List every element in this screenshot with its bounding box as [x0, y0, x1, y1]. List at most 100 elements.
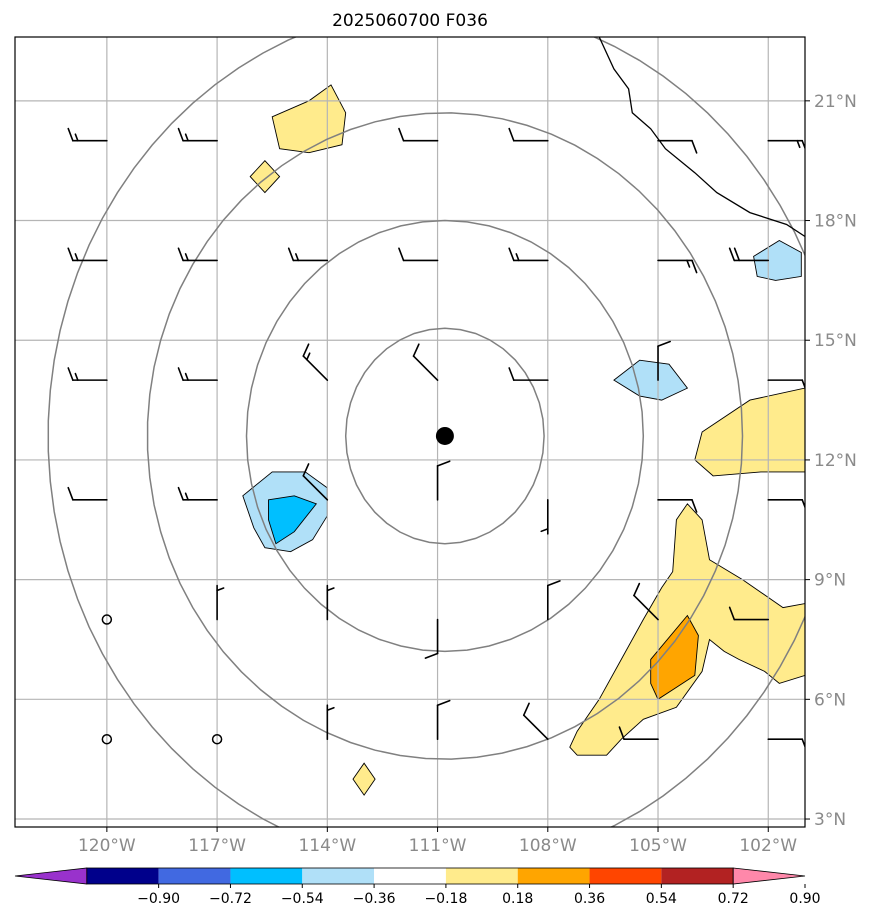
barb-flag — [657, 340, 671, 347]
x-tick-label: 114°W — [298, 836, 356, 856]
wind-barb — [216, 584, 225, 621]
barb-flag — [546, 580, 561, 587]
wind-barb — [540, 499, 549, 535]
barb-half-flag — [184, 133, 189, 142]
barb-flag — [302, 463, 310, 477]
calm-circle — [101, 614, 113, 625]
barb-flag — [633, 582, 641, 597]
barb-half-flag — [306, 352, 311, 361]
barb-flag — [728, 247, 736, 262]
colorbar-segment — [158, 868, 231, 884]
barb-flag — [436, 460, 451, 467]
colorbar-tick-label: 0.54 — [646, 891, 677, 907]
colorbar-frame — [86, 867, 734, 885]
colorbar-segment — [445, 868, 518, 884]
wind-barb — [398, 247, 439, 262]
barb-flag — [508, 247, 515, 262]
colorbar-segment — [517, 868, 590, 884]
barb-half-flag — [216, 587, 225, 592]
wind-barb — [101, 614, 113, 625]
wind-barb — [326, 704, 335, 741]
storm-center-marker — [435, 426, 454, 445]
wind-barb — [657, 340, 671, 381]
wind-barb — [436, 460, 451, 501]
contour-line — [753, 239, 802, 281]
wind-barb — [657, 499, 698, 513]
shaded-region — [753, 240, 802, 281]
colorbar-segment — [302, 868, 375, 884]
wind-barb — [424, 618, 439, 659]
barb-half-flag — [295, 253, 300, 262]
wind-barb — [67, 127, 108, 142]
wind-barb — [657, 259, 698, 274]
barb-half-flag — [686, 259, 691, 268]
map-frame — [14, 36, 806, 828]
wind-barb — [177, 367, 218, 381]
wind-barb — [177, 247, 218, 262]
wind-barb — [508, 247, 549, 262]
barb-flag — [691, 259, 698, 274]
barb-staff — [522, 714, 549, 741]
shaded-region — [694, 388, 805, 476]
x-tick-label: 102°W — [739, 836, 797, 856]
colorbar-tick-label: 0.72 — [718, 891, 749, 907]
axis-ticks: 120°W 117°W 114°W 111°W 108°W 105°W 102°W 21°N 1… — [78, 92, 857, 856]
wind-barb — [633, 582, 659, 621]
barb-flag — [424, 652, 439, 659]
contour-line — [242, 471, 328, 553]
barb-flag — [67, 367, 74, 381]
barb-half-flag — [74, 372, 79, 381]
barb-flag — [177, 367, 184, 381]
barb-flag — [177, 127, 184, 142]
barb-staff — [633, 594, 659, 621]
barb-flag — [177, 486, 184, 501]
y-tick-label: 9°N — [814, 571, 846, 591]
barb-half-flag — [515, 253, 520, 262]
wind-barb — [326, 584, 335, 621]
colorbar-segment — [661, 868, 734, 884]
wind-barb — [211, 733, 223, 745]
wind-barb — [618, 726, 659, 741]
wind-barb — [101, 733, 113, 745]
wind-barb — [287, 247, 329, 262]
wind-barb — [546, 580, 561, 621]
wind-barb — [508, 367, 549, 381]
barb-flag — [691, 139, 698, 154]
barb-flag — [287, 247, 295, 262]
barb-flag — [733, 247, 741, 262]
contour-line — [352, 762, 376, 796]
barb-flag — [67, 127, 74, 142]
barb-half-flag — [184, 372, 189, 381]
wind-barb — [302, 343, 329, 381]
y-tick-label: 18°N — [814, 212, 857, 232]
y-tick-label: 6°N — [814, 690, 846, 710]
wind-barb — [522, 702, 549, 741]
wind-barb — [398, 127, 439, 142]
barb-flag — [67, 486, 74, 501]
y-tick-label: 15°N — [814, 331, 857, 351]
barb-flag — [412, 343, 420, 357]
chart-title: 2025060700 F036 — [332, 11, 488, 31]
wind-barb — [302, 463, 329, 501]
colorbar-extend-max — [732, 867, 806, 885]
colorbar-tick-label: −0.90 — [137, 891, 180, 907]
calm-circle — [211, 733, 223, 745]
barb-half-flag — [74, 253, 79, 262]
x-tick-label: 120°W — [78, 836, 136, 856]
range-ring — [146, 112, 744, 760]
colorbar-tick-label: 0.18 — [502, 891, 533, 907]
barb-flag — [728, 606, 736, 621]
map-background — [15, 37, 805, 827]
contour-line — [650, 614, 699, 700]
colorbar-extend-min — [14, 867, 88, 885]
wind-barb — [728, 606, 770, 621]
barb-half-flag — [326, 587, 335, 592]
barb-flag — [398, 247, 405, 262]
shaded-region — [613, 360, 688, 401]
barb-flag — [398, 127, 405, 142]
x-tick-label: 108°W — [519, 836, 577, 856]
wind-barb — [67, 247, 108, 262]
wind-barb — [177, 127, 218, 142]
coastline — [598, 37, 805, 238]
